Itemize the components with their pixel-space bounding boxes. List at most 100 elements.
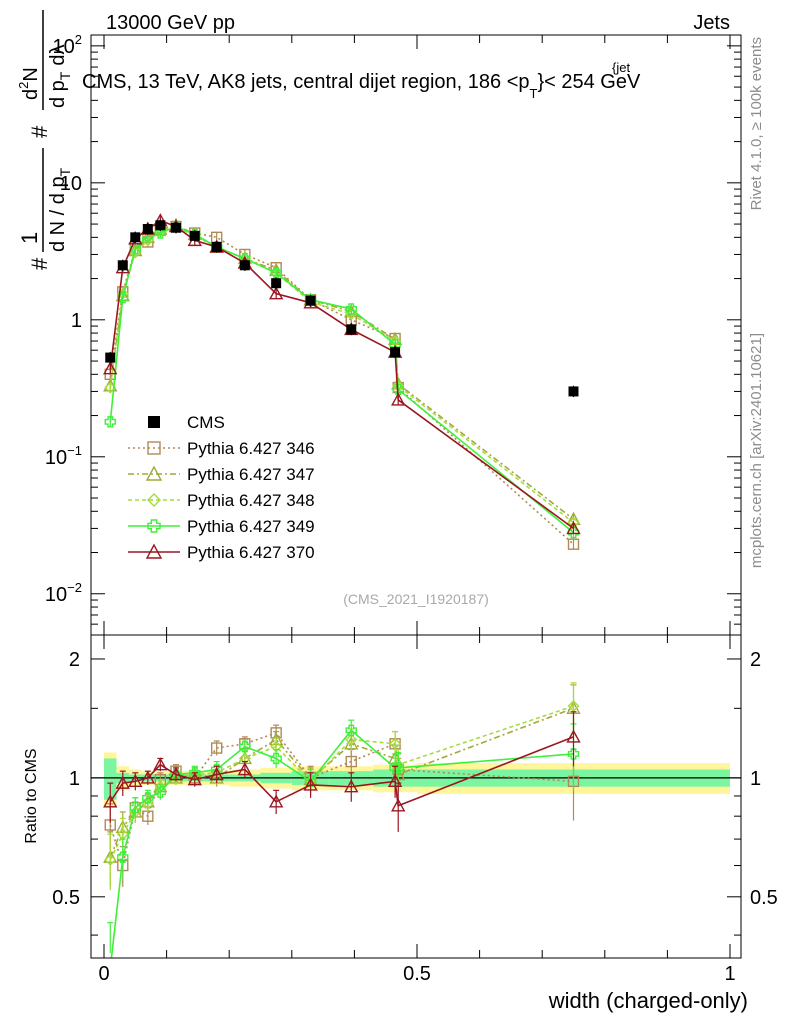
- ratio-marker-4: [103, 794, 118, 808]
- cms-marker: [390, 347, 401, 358]
- ratio-tick-label-right: 0.5: [750, 887, 778, 909]
- ratio-marker-3: [239, 740, 251, 753]
- cms-marker: [305, 295, 316, 306]
- svg-text:d pTdλ: d pTdλ: [47, 45, 73, 109]
- svg-text:CMS, 13 TeV, AK8 jets, central: CMS, 13 TeV, AK8 jets, central dijet reg…: [82, 71, 641, 101]
- y-tick-label: 10−1: [45, 443, 82, 469]
- ratio-band-inner: [104, 758, 117, 800]
- legend-marker: [147, 519, 161, 533]
- series-marker-3: [104, 416, 116, 428]
- title-prefix: CMS, 13 TeV, AK8 jets, central dijet reg…: [82, 71, 530, 93]
- ratio-marker-4: [387, 773, 403, 788]
- ylabel-part-8: d p: [47, 80, 69, 108]
- series-marker-3: [345, 303, 357, 315]
- ratio-marker-3: [154, 786, 167, 798]
- ylabel-part-2: d N / d p: [47, 176, 69, 252]
- ratio-marker-3: [117, 851, 129, 863]
- ratio-tick-label: 2: [69, 649, 80, 671]
- y-tick-label: 10: [60, 173, 82, 195]
- series-marker-4: [268, 286, 284, 300]
- header-left: 13000 GeV pp: [106, 12, 235, 34]
- series-marker-3: [117, 292, 129, 304]
- ratio-marker-3: [392, 762, 404, 774]
- ratio-marker-3: [270, 752, 282, 765]
- x-axis-label: width (charged-only): [548, 988, 748, 1013]
- ratio-marker-2: [104, 853, 117, 866]
- ratio-marker-4: [391, 798, 406, 812]
- ratio-marker-3: [304, 775, 317, 788]
- cms-marker: [0, 537, 10, 547]
- ylabel-part-10: dλ: [47, 45, 69, 66]
- ylabel-part-3: T: [57, 167, 73, 176]
- legend-marker: [145, 543, 163, 559]
- legend-marker: [147, 441, 161, 455]
- ratio-marker-2: [141, 797, 154, 810]
- cms-marker: [211, 242, 222, 253]
- series-marker-4: [566, 520, 581, 535]
- series-marker-4: [103, 361, 118, 375]
- ratio-marker-4: [128, 773, 143, 788]
- ylabel-part-0: #: [27, 257, 52, 270]
- legend-label: Pythia 6.427 346: [187, 439, 315, 458]
- ratio-marker-4: [168, 767, 184, 781]
- ratio-marker-4: [237, 762, 253, 776]
- ratio-marker-4: [268, 794, 284, 808]
- x-tick-label: 0: [98, 963, 109, 985]
- ratio-marker-3: [567, 748, 580, 760]
- legend-label: CMS: [187, 413, 225, 432]
- ylabel-part-4: #: [27, 125, 52, 138]
- header-right: Jets: [693, 12, 730, 34]
- legend-marker: [145, 465, 163, 481]
- upper-panel-data: [0, 213, 581, 550]
- ratio-marker-2: [567, 700, 580, 713]
- legend-label: Pythia 6.427 348: [187, 491, 315, 510]
- ylabel-part-9: T: [57, 71, 73, 80]
- axes: 0 0.5 1 10−2 10−1 1 10 102 0.5 0.5 1 1 2 2: [45, 32, 778, 985]
- chart-title: CMS, 13 TeV, AK8 jets, central dijet reg…: [82, 60, 641, 101]
- series-line-0: [109, 225, 575, 545]
- cms-marker: [155, 220, 166, 231]
- ratio-y-label: Ratio to CMS: [23, 748, 40, 843]
- ratio-marker-4: [153, 757, 168, 771]
- ratio-marker-4: [566, 729, 581, 743]
- ratio-marker-4: [303, 777, 318, 791]
- mcplots-credit: mcplots.cern.ch [arXiv:2401.10621]: [748, 333, 765, 568]
- ylabel-part-7: N: [20, 67, 42, 81]
- svg-text:d N / d pT: d N / d pT: [47, 167, 73, 252]
- cms-marker: [105, 352, 116, 363]
- ratio-panel-frame: [90, 634, 742, 959]
- legend-label: Pythia 6.427 370: [187, 543, 315, 562]
- ylabel-part-1: 1: [17, 232, 42, 244]
- y-tick-label: 10−2: [45, 580, 82, 606]
- ratio-marker-4: [140, 770, 155, 784]
- x-tick-label: 0.5: [403, 963, 431, 985]
- ratio-marker-4: [187, 772, 202, 786]
- ratio-tick-label: 0.5: [52, 887, 80, 909]
- svg-text:1: 1: [17, 232, 42, 244]
- legend-marker: [148, 416, 160, 428]
- ratio-marker-4: [209, 767, 224, 781]
- x-tick-label: 1: [724, 963, 735, 985]
- title-suffix: }< 254 GeV: [537, 71, 641, 93]
- cms-marker: [189, 230, 200, 241]
- ratio-marker-2: [389, 737, 402, 750]
- ratio-panel-data: [103, 682, 581, 958]
- ylabel-part-5: d: [20, 89, 42, 100]
- y-tick-label: 1: [71, 310, 82, 332]
- cms-marker: [130, 232, 141, 243]
- svg-text:#: #: [27, 125, 52, 138]
- y-tick-label: 102: [53, 32, 82, 58]
- ratio-marker-3: [142, 792, 154, 804]
- legend-marker: [147, 493, 161, 507]
- svg-text:d2N: d2N: [16, 67, 42, 100]
- title-sup: {jet: [612, 60, 630, 75]
- legend: CMS Pythia 6.427 346 Pythia 6.427 347 Pythi…: [128, 413, 315, 562]
- ratio-tick-label-right: 1: [750, 768, 761, 790]
- series-marker-3: [129, 243, 142, 255]
- series-marker-0: [567, 538, 580, 550]
- cms-marker: [142, 224, 153, 235]
- rivet-version: Rivet 4.1.0, ≥ 100k events: [748, 37, 765, 210]
- series-marker-4: [391, 392, 406, 406]
- analysis-tag: (CMS_2021_I1920187): [343, 591, 489, 607]
